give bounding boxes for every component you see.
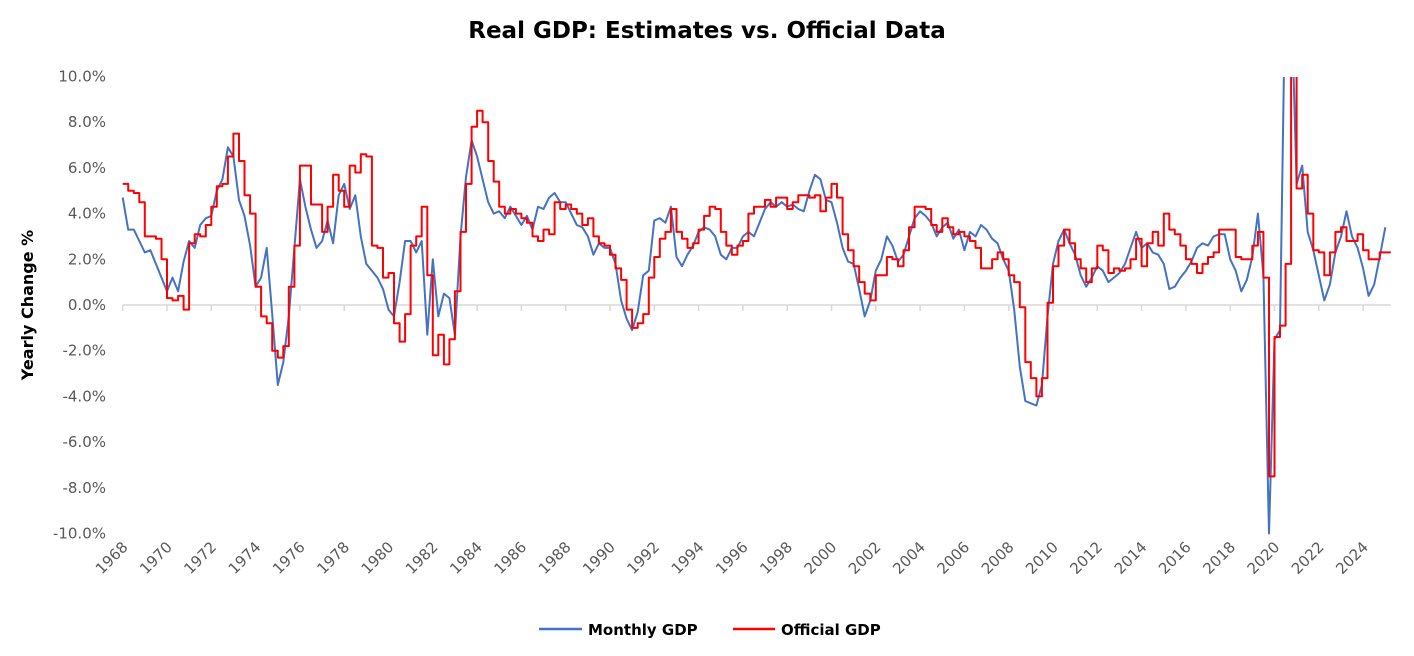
plot-lines — [121, 77, 1391, 535]
x-tick-label: 1996 — [712, 538, 752, 578]
x-tick-label: 1988 — [535, 538, 575, 578]
x-tick-label: 1978 — [313, 538, 353, 578]
x-tick-label: 2000 — [801, 538, 841, 578]
x-tick-label: 2022 — [1288, 538, 1328, 578]
x-tick-label: 2012 — [1066, 538, 1106, 578]
series-line-official-gdp — [122, 77, 1391, 478]
y-tick-label: -6.0% — [62, 433, 106, 451]
x-tick-label: 2010 — [1022, 538, 1062, 578]
y-tick-label: 2.0% — [68, 250, 106, 268]
x-tick-label: 1984 — [446, 538, 486, 578]
x-tick-label: 2006 — [933, 538, 973, 578]
x-tick-label: 1980 — [358, 538, 398, 578]
x-tick-label: 2024 — [1332, 538, 1372, 578]
x-tick-label: 1970 — [136, 538, 176, 578]
y-axis-title: Yearly Change % — [18, 230, 37, 381]
y-tick-label: 8.0% — [68, 113, 106, 131]
x-tick-label: 1972 — [180, 538, 220, 578]
y-tick-labels: -10.0% -8.0% -6.0% -4.0% -2.0% 0.0% 2.0% 4.0% 6.… — [53, 68, 106, 543]
x-tick-label: 1974 — [225, 538, 265, 578]
x-tick-label: 1968 — [92, 538, 132, 578]
x-tick-label: 2008 — [978, 538, 1018, 578]
x-tick-label: 1998 — [756, 538, 796, 578]
y-tick-label: 0.0% — [68, 296, 106, 314]
x-tick-label: 1994 — [668, 538, 708, 578]
x-tick-label: 1982 — [402, 538, 442, 578]
x-tick-label: 2014 — [1111, 538, 1151, 578]
y-tick-label: 10.0% — [58, 68, 106, 86]
legend-label-monthly-gdp: Monthly GDP — [588, 621, 698, 639]
legend-label-official-gdp: Official GDP — [781, 621, 881, 639]
y-tick-label: -8.0% — [62, 479, 106, 497]
y-tick-label: -10.0% — [53, 525, 106, 543]
x-tick-label: 2004 — [889, 538, 929, 578]
series-line-monthly-gdp — [121, 77, 1387, 535]
x-tick-label: 1990 — [579, 538, 619, 578]
legend: Monthly GDP Official GDP — [539, 621, 881, 639]
x-tick-label: 1976 — [269, 538, 309, 578]
x-tick-label: 2018 — [1199, 538, 1239, 578]
x-tick-label: 2016 — [1155, 538, 1195, 578]
y-tick-label: 4.0% — [68, 205, 106, 223]
y-tick-label: -4.0% — [62, 387, 106, 405]
x-tick-label: 2002 — [845, 538, 885, 578]
x-tick-label: 2020 — [1244, 538, 1284, 578]
x-tick-label: 1992 — [623, 538, 663, 578]
chart-title: Real GDP: Estimates vs. Official Data — [468, 18, 946, 44]
y-tick-label: -2.0% — [62, 342, 106, 360]
x-tick-label: 1986 — [490, 538, 530, 578]
y-tick-label: 6.0% — [68, 159, 106, 177]
